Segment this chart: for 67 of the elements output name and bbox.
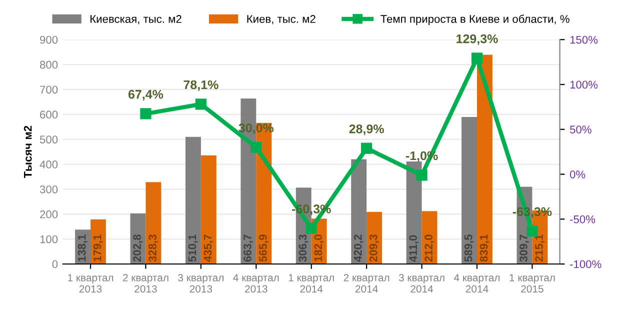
data-label: 209,3 <box>369 234 379 262</box>
data-label: 129,3% <box>456 34 498 46</box>
data-label: 138,1 <box>78 234 88 262</box>
data-label: 663,7 <box>244 234 254 262</box>
data-label: 28,9% <box>349 124 384 136</box>
data-label: 589,5 <box>464 234 474 262</box>
x-tick-label: 1 квартал 2015 <box>510 274 555 293</box>
point <box>361 142 372 154</box>
x-tick-label: 2 квартал 2014 <box>344 274 390 293</box>
bar <box>462 117 477 264</box>
x-tick-label: 4 квартал 2013 <box>233 274 279 293</box>
y-tick-label: 0 <box>52 260 58 268</box>
y-tick-label: 700 <box>40 86 58 94</box>
y-tick-label: 400 <box>40 160 58 168</box>
bar <box>476 54 492 264</box>
bar <box>185 136 201 264</box>
data-label: 839,1 <box>480 234 490 262</box>
legend-label: Темп прироста в Киеве и области, % <box>380 14 570 26</box>
data-label: 411,0 <box>409 235 419 262</box>
y-axis-title: Тысяч м2 <box>24 126 32 178</box>
y-tick-label: 300 <box>40 185 58 194</box>
point <box>250 142 262 153</box>
y2-tick-label: 50% <box>570 126 592 134</box>
x-tick-label: 3 квартал 2013 <box>178 274 224 293</box>
data-label: 179,1 <box>93 234 103 262</box>
y2-tick-label: -50% <box>570 215 596 224</box>
data-label: 328,3 <box>148 234 158 262</box>
data-label: 420,2 <box>354 234 364 262</box>
y2-tick-label: -100% <box>570 260 602 268</box>
bar <box>146 182 162 264</box>
y-tick-label: 900 <box>40 36 58 44</box>
y-tick-label: 500 <box>40 136 58 144</box>
y-tick-label: 800 <box>40 60 58 69</box>
x-tick-label: 4 квартал 2014 <box>454 274 500 293</box>
y2-tick-label: 100% <box>570 80 598 89</box>
y-tick-label: 200 <box>40 210 58 218</box>
point <box>306 222 317 234</box>
x-tick-label: 1 квартал 2013 <box>68 274 114 293</box>
data-label: 510,1 <box>188 234 198 262</box>
y2-tick-label: 150% <box>570 36 598 44</box>
data-label: 306,3 <box>298 234 308 262</box>
data-label: 212,0 <box>424 234 434 262</box>
data-label: 202,8 <box>133 234 143 262</box>
data-label: -63,3% <box>512 207 552 218</box>
x-tick-label: 2 квартал 2013 <box>122 274 168 293</box>
bar <box>351 159 367 264</box>
data-label: 78,1% <box>184 80 218 91</box>
legend-label: Киев, тыс. м2 <box>247 15 316 24</box>
point <box>140 108 152 120</box>
x-tick-label: 3 квартал 2014 <box>398 274 444 293</box>
bar <box>200 155 216 264</box>
point <box>416 170 428 181</box>
data-label: 309,7 <box>520 234 530 262</box>
y2-tick-label: 0% <box>570 170 586 178</box>
data-label: 215,1 <box>535 234 545 262</box>
data-label: 30,0% <box>238 123 274 134</box>
y-tick-label: 600 <box>40 110 58 119</box>
data-label: 565,9 <box>258 234 268 262</box>
point <box>471 52 483 64</box>
x-tick-label: 1 квартал 2014 <box>288 274 334 293</box>
legend-label: Киевская, тыс. м2 <box>90 15 182 24</box>
data-label: 67,4% <box>128 90 164 101</box>
data-label: -60,3% <box>292 204 331 216</box>
data-label: 435,7 <box>204 234 214 262</box>
point <box>195 98 206 110</box>
y-tick-label: 100 <box>40 235 58 244</box>
data-label: 182,0 <box>314 234 324 262</box>
